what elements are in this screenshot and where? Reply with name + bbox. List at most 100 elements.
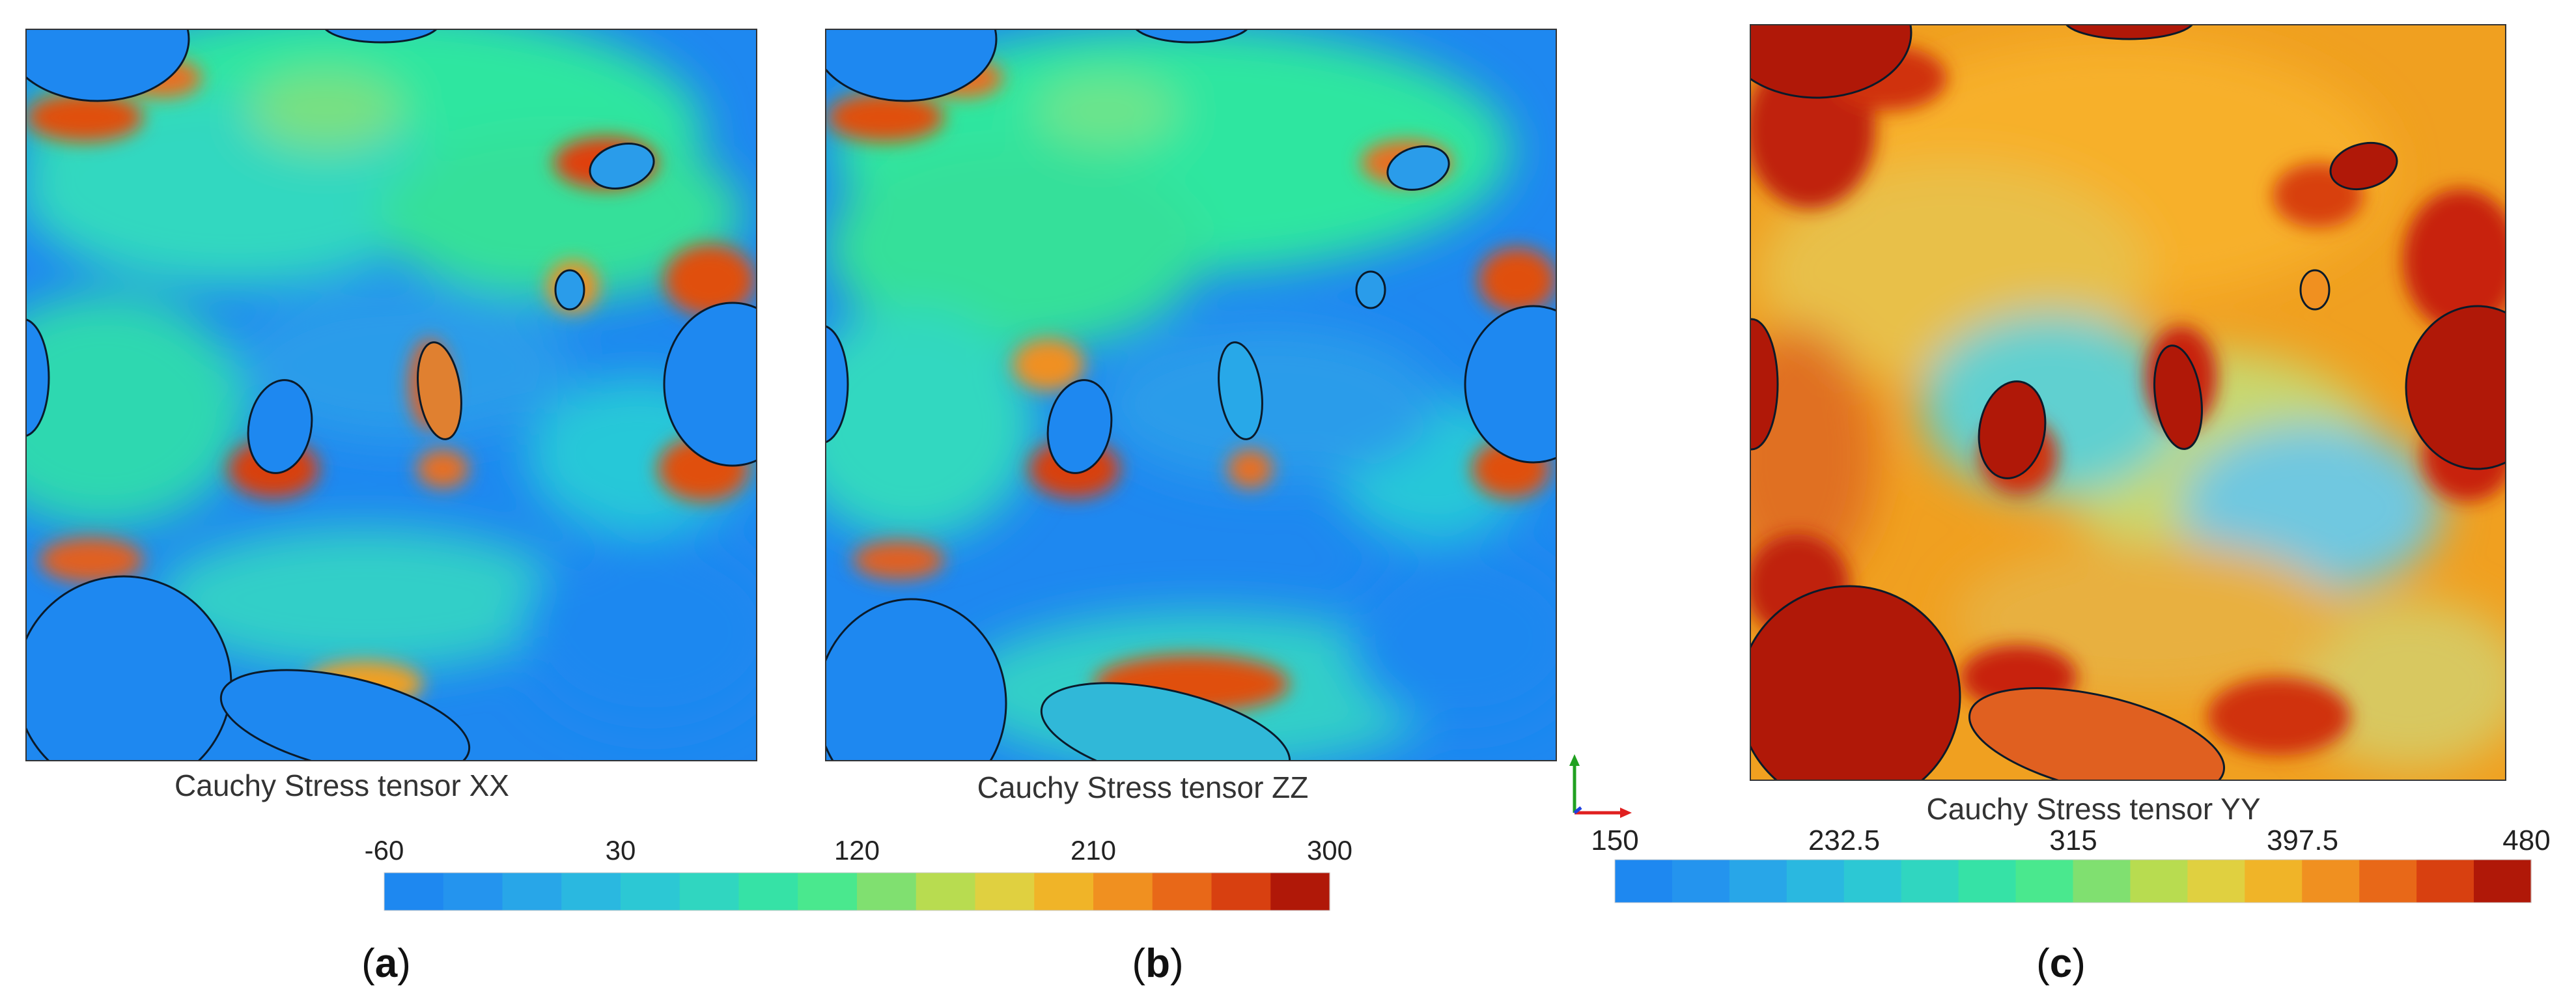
inclusion [1355, 270, 1386, 309]
colorbar-bin [384, 873, 444, 910]
panel-b-inclusions [826, 29, 1556, 761]
inclusion [589, 143, 655, 190]
inclusion [1968, 687, 2226, 780]
inclusion [417, 341, 462, 440]
colorbar-bin [975, 873, 1035, 910]
inclusion [26, 318, 50, 437]
inclusion [1040, 682, 1291, 761]
colorbar-bin [1843, 860, 1902, 903]
colorbar-bin [1034, 873, 1094, 910]
colorbar-xx-zz-tick: 30 [606, 835, 636, 866]
inclusion [1135, 29, 1248, 44]
colorbar-xx-zz-tick: 210 [1071, 835, 1116, 866]
inclusion [2153, 345, 2203, 450]
colorbar-xx-zz-frame [384, 872, 1330, 911]
panel-b-title: Cauchy Stress tensor ZZ [977, 770, 1309, 804]
colorbar-yy-tick: 150 [1591, 825, 1638, 856]
colorbar-bin [1729, 860, 1787, 903]
axes-triad [1569, 754, 1632, 818]
colorbar-yy-tick: 480 [2502, 825, 2550, 856]
colorbar-yy: 150 232.5 315 397.5 480 [1591, 825, 2551, 903]
colorbar-bin [1672, 860, 1730, 903]
colorbar-bin [798, 873, 858, 910]
colorbar-bin [1093, 873, 1153, 910]
inclusion [1046, 379, 1113, 474]
inclusion [26, 575, 232, 761]
colorbar-bin [2302, 860, 2360, 903]
panel-b-plot [825, 29, 1557, 761]
inclusion [219, 669, 471, 761]
panel-b-frame [825, 29, 1557, 761]
panel-a-field [26, 29, 757, 729]
inclusion [826, 598, 1007, 761]
inclusion [1750, 318, 1779, 451]
axis-y-head [1569, 754, 1580, 766]
panel-c-inclusions [1750, 25, 2506, 780]
colorbar-bin [1270, 873, 1330, 910]
inclusion [2329, 142, 2398, 190]
panel-c-frame [1750, 24, 2506, 781]
inclusion [1750, 585, 1961, 780]
colorbar-yy-frame [1614, 859, 2532, 903]
panel-c-label: (c) [2036, 941, 2086, 986]
inclusion [554, 269, 585, 311]
colorbar-bin [2073, 860, 2131, 903]
colorbar-bin [1958, 860, 2017, 903]
inclusion [1218, 341, 1263, 440]
inclusion [826, 29, 998, 102]
panel-b-field [826, 29, 1556, 761]
inclusion [1464, 305, 1556, 464]
colorbar-xx-zz: -60 30 120 210 300 [365, 835, 1352, 911]
colorbar-yy-tick: 315 [2049, 825, 2097, 856]
colorbar-bin [443, 873, 503, 910]
panel-a-plot [25, 29, 757, 761]
colorbar-bin [2359, 860, 2417, 903]
panel-c-title: Cauchy Stress tensor YY [1926, 792, 2260, 826]
inclusion [2065, 25, 2194, 40]
inclusion [1978, 380, 2047, 479]
inclusion [2405, 305, 2506, 470]
colorbar-bin [2416, 860, 2474, 903]
inclusion [324, 29, 438, 44]
colorbar-bin [1211, 873, 1271, 910]
inclusion [1750, 25, 1912, 99]
colorbar-xx-zz-bins [384, 873, 1330, 910]
colorbar-bin [502, 873, 562, 910]
panel-a-label: (a) [361, 941, 411, 986]
axis-z-arrow [1573, 806, 1582, 814]
colorbar-xx-zz-tick: -60 [365, 835, 404, 866]
colorbar-bin [621, 873, 680, 910]
inclusion [1386, 145, 1450, 191]
colorbar-bin [679, 873, 740, 910]
colorbar-yy-tick: 232.5 [1808, 825, 1880, 856]
panel-a-inclusions [26, 29, 757, 761]
panel-c-plot [1750, 24, 2506, 781]
colorbar-bin [1615, 860, 1673, 903]
inclusion [26, 29, 190, 102]
axis-x-head [1620, 808, 1632, 818]
colorbar-bin [1786, 860, 1845, 903]
colorbar-bin [2015, 860, 2074, 903]
colorbar-bin [1152, 873, 1212, 910]
colorbar-bin [2187, 860, 2245, 903]
inclusion [247, 379, 313, 474]
inclusion [2299, 269, 2331, 311]
inclusion [663, 302, 757, 467]
colorbar-yy-bins [1615, 860, 2532, 903]
colorbar-bin [1901, 860, 1959, 903]
colorbar-xx-zz-tick: 300 [1307, 835, 1352, 866]
panel-c-field [1750, 39, 2506, 768]
colorbar-bin [2474, 860, 2532, 903]
colorbar-bin [857, 873, 917, 910]
colorbar-bin [2245, 860, 2303, 903]
colorbar-bin [916, 873, 976, 910]
panel-a-title: Cauchy Stress tensor XX [175, 768, 509, 802]
colorbar-bin [738, 873, 798, 910]
inclusion [826, 325, 849, 444]
colorbar-bin [561, 873, 621, 910]
panel-b-label: (b) [1132, 941, 1183, 986]
panel-a-frame [25, 29, 757, 761]
colorbar-yy-tick: 397.5 [2267, 825, 2338, 856]
colorbar-xx-zz-tick: 120 [834, 835, 880, 866]
